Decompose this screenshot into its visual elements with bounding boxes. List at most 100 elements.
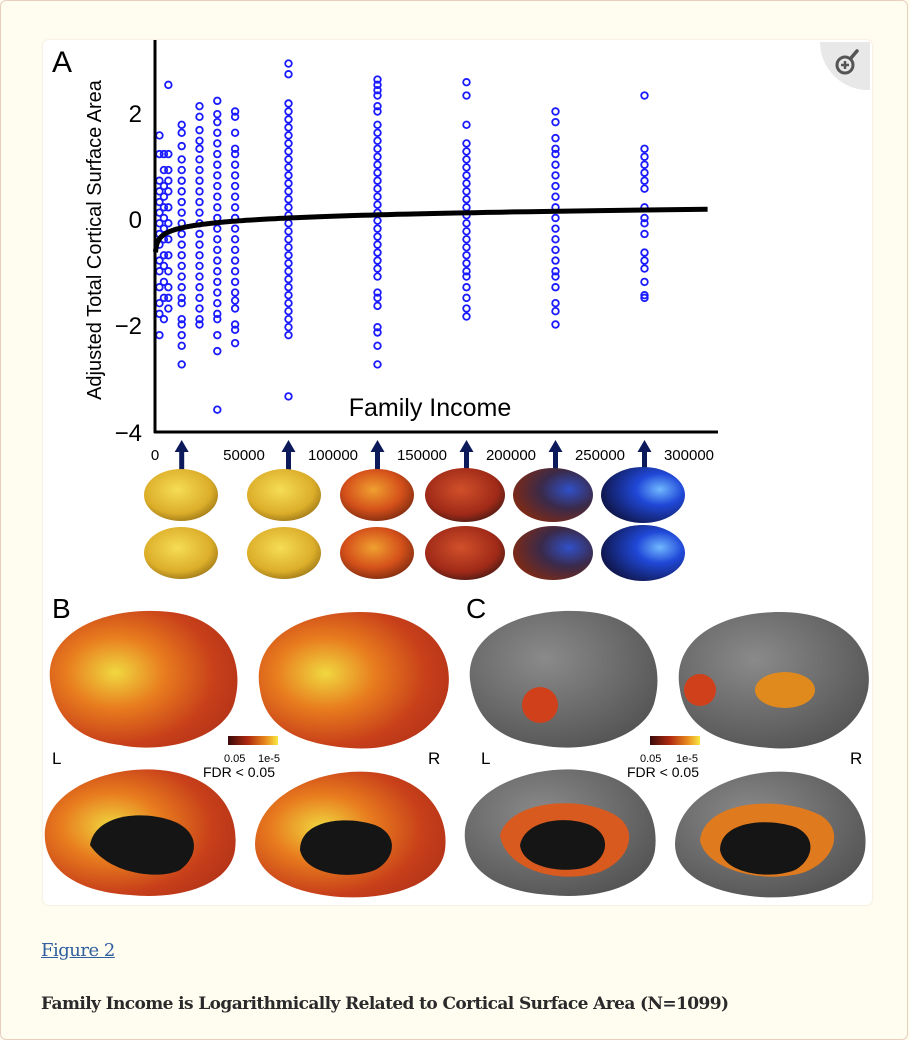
brain-thumb-lateral bbox=[340, 469, 414, 521]
data-point bbox=[230, 224, 240, 233]
data-point bbox=[462, 179, 471, 188]
brain-thumb-medial bbox=[144, 527, 218, 579]
y-axis-title: Adjusted Total Cortical Surface Area bbox=[84, 79, 106, 400]
data-point bbox=[284, 195, 293, 204]
data-point bbox=[230, 160, 240, 169]
figure-image[interactable]: A Adjusted Total Cortical Surface Area F… bbox=[43, 40, 872, 905]
x-tick-label: 0 bbox=[151, 447, 159, 464]
data-point bbox=[462, 267, 471, 276]
data-point bbox=[462, 155, 471, 164]
data-point bbox=[159, 165, 169, 175]
data-point bbox=[164, 251, 173, 260]
medial-wall bbox=[90, 815, 194, 875]
figure-link[interactable]: Figure 2 bbox=[41, 940, 115, 961]
data-point bbox=[462, 243, 471, 252]
data-point bbox=[640, 213, 649, 223]
data-point bbox=[195, 155, 204, 164]
data-point bbox=[640, 176, 649, 185]
data-point bbox=[164, 80, 173, 90]
data-point bbox=[640, 256, 649, 265]
data-point bbox=[177, 176, 186, 185]
data-point bbox=[213, 288, 222, 297]
data-point bbox=[230, 320, 240, 329]
panel-c-label: C bbox=[466, 593, 486, 624]
data-point bbox=[195, 101, 204, 111]
figure-caption-title: Family Income is Logarithmically Related… bbox=[41, 994, 729, 1014]
data-point bbox=[164, 165, 173, 175]
data-point bbox=[640, 184, 649, 193]
figure-svg: A Adjusted Total Cortical Surface Area F… bbox=[44, 40, 869, 898]
data-point bbox=[373, 168, 382, 177]
arrow-up-icon bbox=[459, 440, 474, 470]
x-tick-label: 100000 bbox=[308, 447, 358, 464]
panel-b-label: B bbox=[52, 593, 71, 624]
colorbar bbox=[650, 736, 700, 745]
data-point bbox=[462, 251, 471, 260]
magnify-plus-icon bbox=[835, 49, 859, 75]
data-point bbox=[462, 219, 471, 228]
data-point bbox=[284, 306, 293, 316]
data-point bbox=[164, 203, 173, 212]
data-point bbox=[177, 261, 186, 271]
data-point bbox=[640, 144, 649, 153]
data-point bbox=[462, 304, 471, 313]
data-point bbox=[164, 293, 173, 303]
data-point bbox=[284, 59, 293, 68]
data-point bbox=[373, 120, 382, 130]
data-point bbox=[640, 291, 649, 300]
data-point bbox=[373, 256, 382, 265]
data-point bbox=[462, 272, 471, 281]
arrow-up-icon bbox=[637, 440, 652, 470]
data-point bbox=[164, 187, 173, 196]
data-point bbox=[462, 203, 471, 212]
data-point bbox=[213, 171, 222, 180]
data-point bbox=[284, 275, 293, 284]
data-point bbox=[284, 219, 293, 228]
data-point bbox=[230, 192, 240, 201]
data-point bbox=[373, 80, 382, 90]
data-point bbox=[213, 405, 222, 414]
data-point bbox=[551, 181, 560, 191]
data-point bbox=[195, 261, 204, 271]
data-point bbox=[195, 208, 204, 217]
data-point bbox=[177, 208, 186, 217]
data-point bbox=[373, 160, 382, 169]
data-point bbox=[640, 248, 649, 257]
data-point bbox=[284, 147, 293, 156]
data-point bbox=[284, 139, 293, 148]
data-point bbox=[640, 293, 649, 303]
data-point bbox=[230, 112, 240, 122]
brain-thumb-lateral bbox=[247, 469, 321, 521]
data-point bbox=[373, 85, 382, 95]
data-point bbox=[230, 171, 240, 180]
colorbar-high-label: 1e-5 bbox=[258, 753, 280, 765]
data-point bbox=[213, 245, 222, 255]
data-point bbox=[373, 248, 382, 257]
data-point bbox=[195, 197, 204, 207]
data-point bbox=[195, 136, 204, 145]
data-point bbox=[462, 78, 471, 87]
data-point bbox=[164, 267, 173, 276]
data-point bbox=[284, 179, 293, 188]
arrow-up-icon bbox=[281, 440, 296, 470]
data-point bbox=[373, 200, 382, 209]
data-point bbox=[164, 304, 173, 313]
data-point bbox=[373, 184, 382, 193]
data-point bbox=[230, 235, 240, 244]
data-point bbox=[177, 165, 186, 175]
data-point bbox=[373, 240, 382, 249]
data-point bbox=[551, 306, 560, 316]
data-point bbox=[213, 299, 222, 308]
data-point bbox=[462, 259, 471, 268]
data-point bbox=[551, 213, 560, 223]
data-point bbox=[373, 128, 382, 137]
data-point bbox=[462, 187, 471, 196]
data-point bbox=[159, 293, 169, 303]
data-point bbox=[284, 259, 293, 268]
data-point bbox=[177, 120, 186, 130]
data-point bbox=[195, 165, 204, 175]
data-point bbox=[230, 203, 240, 212]
data-point bbox=[155, 330, 164, 340]
data-point bbox=[551, 149, 560, 159]
medial-wall bbox=[520, 820, 606, 870]
